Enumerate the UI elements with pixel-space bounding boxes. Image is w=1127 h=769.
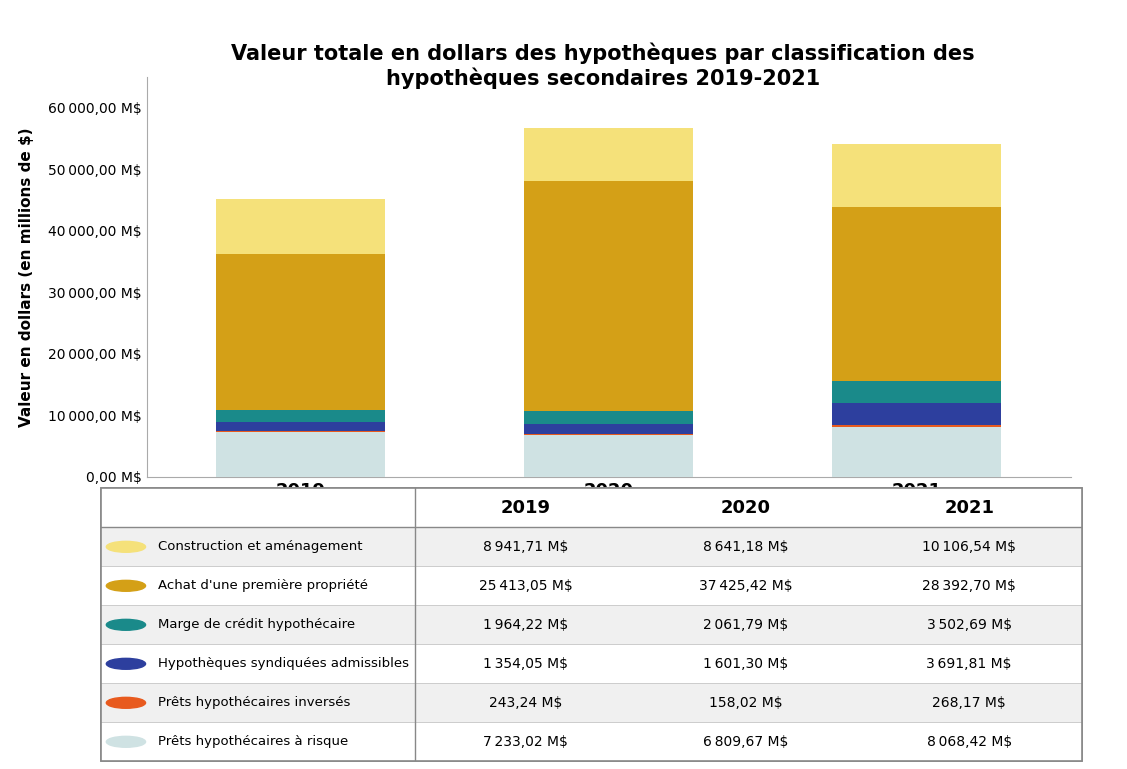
- Bar: [101, 528, 1082, 566]
- Circle shape: [106, 541, 145, 552]
- Circle shape: [106, 658, 145, 669]
- Text: 2021: 2021: [944, 499, 994, 517]
- Bar: [524, 424, 693, 434]
- Bar: [216, 422, 385, 431]
- Text: 3 691,81 M$: 3 691,81 M$: [926, 657, 1012, 671]
- Bar: [524, 128, 693, 181]
- Bar: [101, 722, 1082, 761]
- Text: 1 964,22 M$: 1 964,22 M$: [482, 618, 568, 632]
- Bar: [832, 381, 1002, 403]
- Text: 2019: 2019: [500, 499, 550, 517]
- Bar: [216, 432, 385, 477]
- Text: Prêts hypothécaires à risque: Prêts hypothécaires à risque: [158, 735, 348, 748]
- Bar: [101, 488, 1082, 528]
- Text: 268,17 M$: 268,17 M$: [932, 696, 1006, 710]
- Bar: [524, 434, 693, 435]
- Text: 158,02 M$: 158,02 M$: [709, 696, 783, 710]
- Text: 3 502,69 M$: 3 502,69 M$: [926, 618, 1012, 632]
- Text: 10 106,54 M$: 10 106,54 M$: [922, 540, 1017, 554]
- Text: 243,24 M$: 243,24 M$: [489, 696, 562, 710]
- Text: 8 941,71 M$: 8 941,71 M$: [482, 540, 568, 554]
- Bar: [832, 427, 1002, 477]
- Text: Achat d'une première propriété: Achat d'une première propriété: [158, 579, 369, 592]
- Text: 1 354,05 M$: 1 354,05 M$: [483, 657, 568, 671]
- Text: 28 392,70 M$: 28 392,70 M$: [922, 579, 1017, 593]
- Bar: [832, 145, 1002, 207]
- Bar: [101, 566, 1082, 605]
- Bar: [832, 207, 1002, 381]
- Text: 6 809,67 M$: 6 809,67 M$: [703, 735, 789, 749]
- Circle shape: [106, 619, 145, 631]
- Text: Prêts hypothécaires inversés: Prêts hypothécaires inversés: [158, 696, 350, 709]
- Bar: [832, 403, 1002, 425]
- Text: 8 641,18 M$: 8 641,18 M$: [703, 540, 789, 554]
- Text: 25 413,05 M$: 25 413,05 M$: [479, 579, 573, 593]
- Bar: [216, 254, 385, 411]
- Y-axis label: Valeur en dollars (en millions de $): Valeur en dollars (en millions de $): [19, 127, 34, 427]
- Text: 7 233,02 M$: 7 233,02 M$: [483, 735, 568, 749]
- Circle shape: [106, 697, 145, 708]
- Bar: [524, 181, 693, 411]
- Bar: [216, 411, 385, 422]
- Bar: [524, 411, 693, 424]
- Text: Marge de crédit hypothécaire: Marge de crédit hypothécaire: [158, 618, 355, 631]
- Text: 2020: 2020: [721, 499, 771, 517]
- Circle shape: [106, 581, 145, 591]
- Text: 37 425,42 M$: 37 425,42 M$: [699, 579, 793, 593]
- Text: Hypothèques syndiquées admissibles: Hypothèques syndiquées admissibles: [158, 657, 409, 671]
- Bar: [832, 425, 1002, 427]
- Text: Construction et aménagement: Construction et aménagement: [158, 541, 363, 554]
- Text: Valeur totale en dollars des hypothèques par classification des
hypothèques seco: Valeur totale en dollars des hypothèques…: [231, 42, 975, 88]
- Text: 8 068,42 M$: 8 068,42 M$: [926, 735, 1012, 749]
- Circle shape: [106, 737, 145, 747]
- Text: 2 061,79 M$: 2 061,79 M$: [703, 618, 789, 632]
- Bar: [101, 605, 1082, 644]
- Bar: [101, 644, 1082, 684]
- Bar: [216, 199, 385, 254]
- Bar: [524, 435, 693, 477]
- Text: 1 601,30 M$: 1 601,30 M$: [703, 657, 789, 671]
- Bar: [216, 431, 385, 432]
- Bar: [101, 684, 1082, 722]
